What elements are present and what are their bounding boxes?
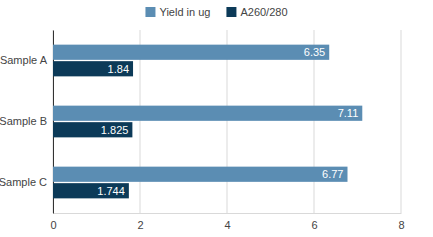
y-tick-label: Sample B [0, 115, 47, 127]
chart: 0 2 4 6 8 Sample A Sample B Sample C 6.35 7.11 6.7… [0, 0, 433, 237]
legend-swatch [226, 7, 236, 17]
legend-label: Yield in ug [159, 6, 210, 18]
x-tick: 8 [398, 213, 404, 231]
data-label: 1.744 [97, 185, 125, 197]
bar [53, 61, 133, 76]
legend-label: A260/280 [240, 6, 287, 18]
data-label: 1.825 [101, 124, 129, 136]
x-axis-line [54, 213, 402, 214]
bars [53, 45, 362, 199]
legend-item: A260/280 [226, 6, 287, 18]
x-tick: 4 [224, 213, 230, 231]
legend-swatch [145, 7, 155, 17]
x-tick-label: 6 [311, 219, 317, 231]
x-tick-label: 4 [224, 219, 230, 231]
y-tick: Sample C [0, 176, 53, 188]
y-tick: Sample B [0, 115, 53, 127]
y-tick-label: Sample C [0, 176, 47, 188]
bar [53, 45, 329, 60]
grid-line [401, 30, 402, 213]
y-tick-label: Sample A [0, 54, 48, 66]
y-tick: Sample A [0, 54, 53, 66]
x-tick: 0 [50, 213, 56, 231]
legend-item: Yield in ug [145, 6, 210, 18]
bar [53, 106, 362, 121]
y-axis: Sample A Sample B Sample C [0, 31, 54, 214]
data-label: 1.84 [108, 63, 129, 75]
x-tick-label: 0 [50, 219, 56, 231]
x-tick: 6 [311, 213, 317, 231]
bar [53, 122, 132, 137]
x-tick-label: 2 [137, 219, 143, 231]
data-label: 6.77 [322, 168, 343, 180]
data-label: 6.35 [304, 46, 325, 58]
grid [53, 30, 401, 213]
data-label: 7.11 [338, 107, 359, 119]
plot: 0 2 4 6 8 Sample A Sample B Sample C 6.35 7.11 6.7… [0, 30, 405, 231]
x-tick: 2 [137, 213, 143, 231]
x-tick-label: 8 [398, 219, 404, 231]
bar [53, 167, 347, 182]
legend: Yield in ug A260/280 [145, 6, 287, 18]
data-labels: 6.35 7.11 6.77 1.84 1.825 1.744 [97, 46, 358, 197]
x-axis: 0 2 4 6 8 [50, 213, 404, 231]
bar [53, 183, 129, 198]
